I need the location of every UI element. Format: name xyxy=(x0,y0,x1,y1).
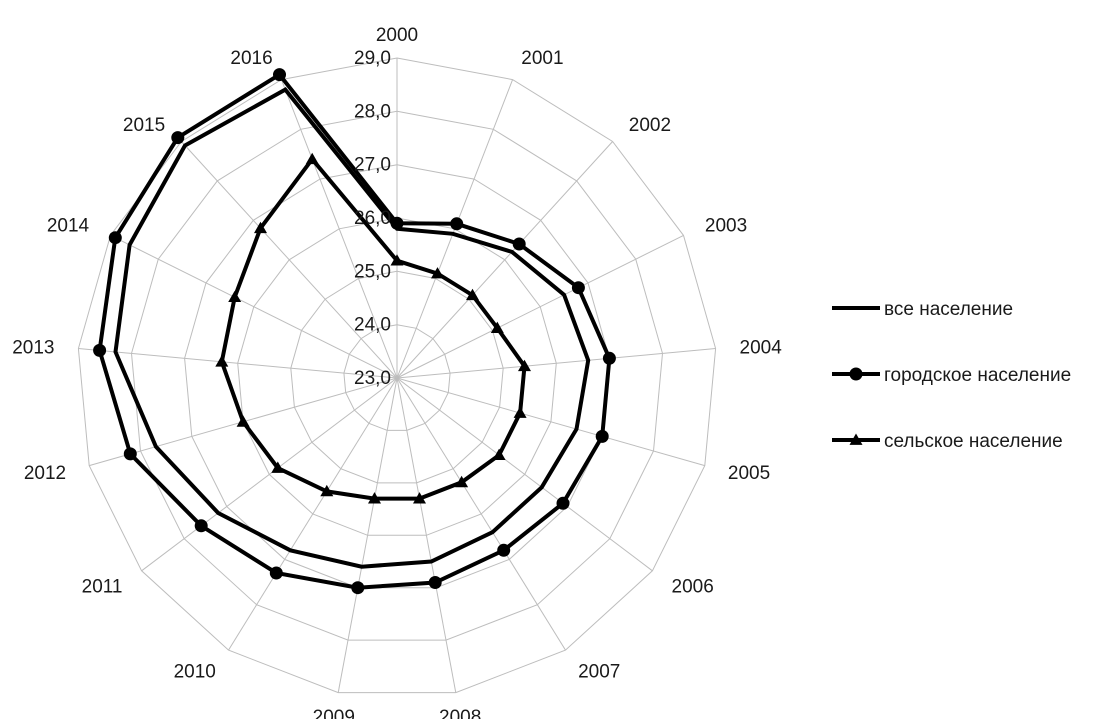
legend-item: городское население xyxy=(832,365,1071,386)
data-point xyxy=(512,237,526,251)
data-point xyxy=(431,267,444,279)
category-label: 2005 xyxy=(728,463,770,484)
radar-spoke xyxy=(396,377,566,651)
category-label: 2013 xyxy=(12,337,54,358)
data-point xyxy=(492,448,506,460)
data-point xyxy=(595,429,609,443)
radar-spoke xyxy=(396,377,457,693)
radar-axes xyxy=(78,58,716,693)
series-line xyxy=(113,87,591,569)
data-point xyxy=(450,217,464,231)
data-point xyxy=(93,343,107,357)
data-point xyxy=(497,543,511,557)
legend-label: сельское население xyxy=(884,431,1063,452)
data-point xyxy=(413,492,426,504)
data-point xyxy=(236,415,250,427)
data-point xyxy=(254,221,267,234)
data-point xyxy=(455,475,469,488)
data-point xyxy=(351,581,365,595)
tick-label: 28,0 xyxy=(354,101,391,122)
grid-ring xyxy=(77,57,717,694)
data-point xyxy=(390,216,404,230)
tick-label: 25,0 xyxy=(354,261,391,282)
category-label: 2009 xyxy=(313,707,355,719)
series-line xyxy=(97,71,612,590)
category-label: 2004 xyxy=(740,337,783,358)
data-point xyxy=(320,484,334,497)
radar-spoke xyxy=(396,234,684,379)
data-point xyxy=(305,152,319,165)
series-1 xyxy=(113,87,591,569)
data-point xyxy=(428,576,442,589)
data-point xyxy=(466,288,479,301)
category-label: 2001 xyxy=(521,48,563,69)
radar-spoke xyxy=(181,141,398,379)
data-point xyxy=(273,68,286,82)
category-label: 2012 xyxy=(24,463,66,484)
data-point xyxy=(271,461,285,473)
series-line xyxy=(219,155,527,501)
data-point xyxy=(194,519,208,533)
radar-spoke xyxy=(396,377,653,572)
radar-spoke xyxy=(141,377,398,572)
data-point xyxy=(390,254,404,266)
grid-ring xyxy=(130,110,664,641)
legend-item: все население xyxy=(832,299,1013,320)
legend: все население городское население сельское… xyxy=(832,299,1071,452)
legend-label: городское население xyxy=(884,365,1071,386)
tick-label: 23,0 xyxy=(354,368,391,389)
radar-spoke xyxy=(396,141,613,379)
category-label: 2008 xyxy=(439,707,481,719)
radar-spoke xyxy=(396,377,705,467)
tick-label: 26,0 xyxy=(354,208,391,229)
data-point xyxy=(269,566,283,580)
data-point xyxy=(228,290,242,302)
data-point xyxy=(571,281,585,295)
radar-spoke xyxy=(337,377,398,693)
category-label: 2010 xyxy=(174,662,216,683)
tick-label: 29,0 xyxy=(354,48,391,69)
radar-spoke xyxy=(78,348,398,379)
radar-spoke xyxy=(280,79,398,379)
legend-marker xyxy=(849,433,863,445)
grid-ring xyxy=(237,217,557,536)
tick-label: 24,0 xyxy=(354,315,391,336)
category-label: 2006 xyxy=(672,576,714,597)
legend-label: все население xyxy=(884,299,1013,320)
category-labels: 2000 2001 2002 2003 2004 2005 2006 2007 2008 2009… xyxy=(12,25,782,719)
data-point xyxy=(368,492,381,504)
category-label: 2000 xyxy=(376,25,418,46)
data-point xyxy=(556,496,570,510)
category-label: 2003 xyxy=(705,216,747,237)
series-3 xyxy=(215,152,531,504)
radar-spoke xyxy=(110,234,398,379)
grid-ring xyxy=(290,270,504,484)
data-point xyxy=(490,321,504,333)
legend-marker xyxy=(849,367,863,381)
radar-grid xyxy=(77,57,717,694)
radar-series xyxy=(93,68,616,595)
tick-labels: 23,0 24,0 25,0 26,0 27,0 28,0 29,0 xyxy=(354,48,391,389)
grid-ring xyxy=(343,324,451,431)
category-label: 2002 xyxy=(629,115,671,136)
data-point xyxy=(215,355,229,367)
category-label: 2007 xyxy=(578,662,620,683)
category-label: 2011 xyxy=(82,576,123,597)
data-point xyxy=(108,231,122,245)
data-point xyxy=(602,351,616,365)
radar-spoke xyxy=(228,377,398,651)
legend-item: сельское население xyxy=(832,431,1063,452)
category-label: 2015 xyxy=(123,115,165,136)
category-label: 2014 xyxy=(47,216,90,237)
tick-label: 27,0 xyxy=(354,155,391,176)
data-point xyxy=(518,359,531,372)
radar-spoke xyxy=(396,348,716,379)
series-2 xyxy=(93,68,616,595)
data-point xyxy=(171,131,185,145)
data-point xyxy=(123,447,137,461)
data-point xyxy=(513,406,527,418)
grid-ring xyxy=(184,164,610,589)
category-label: 2016 xyxy=(230,48,272,69)
